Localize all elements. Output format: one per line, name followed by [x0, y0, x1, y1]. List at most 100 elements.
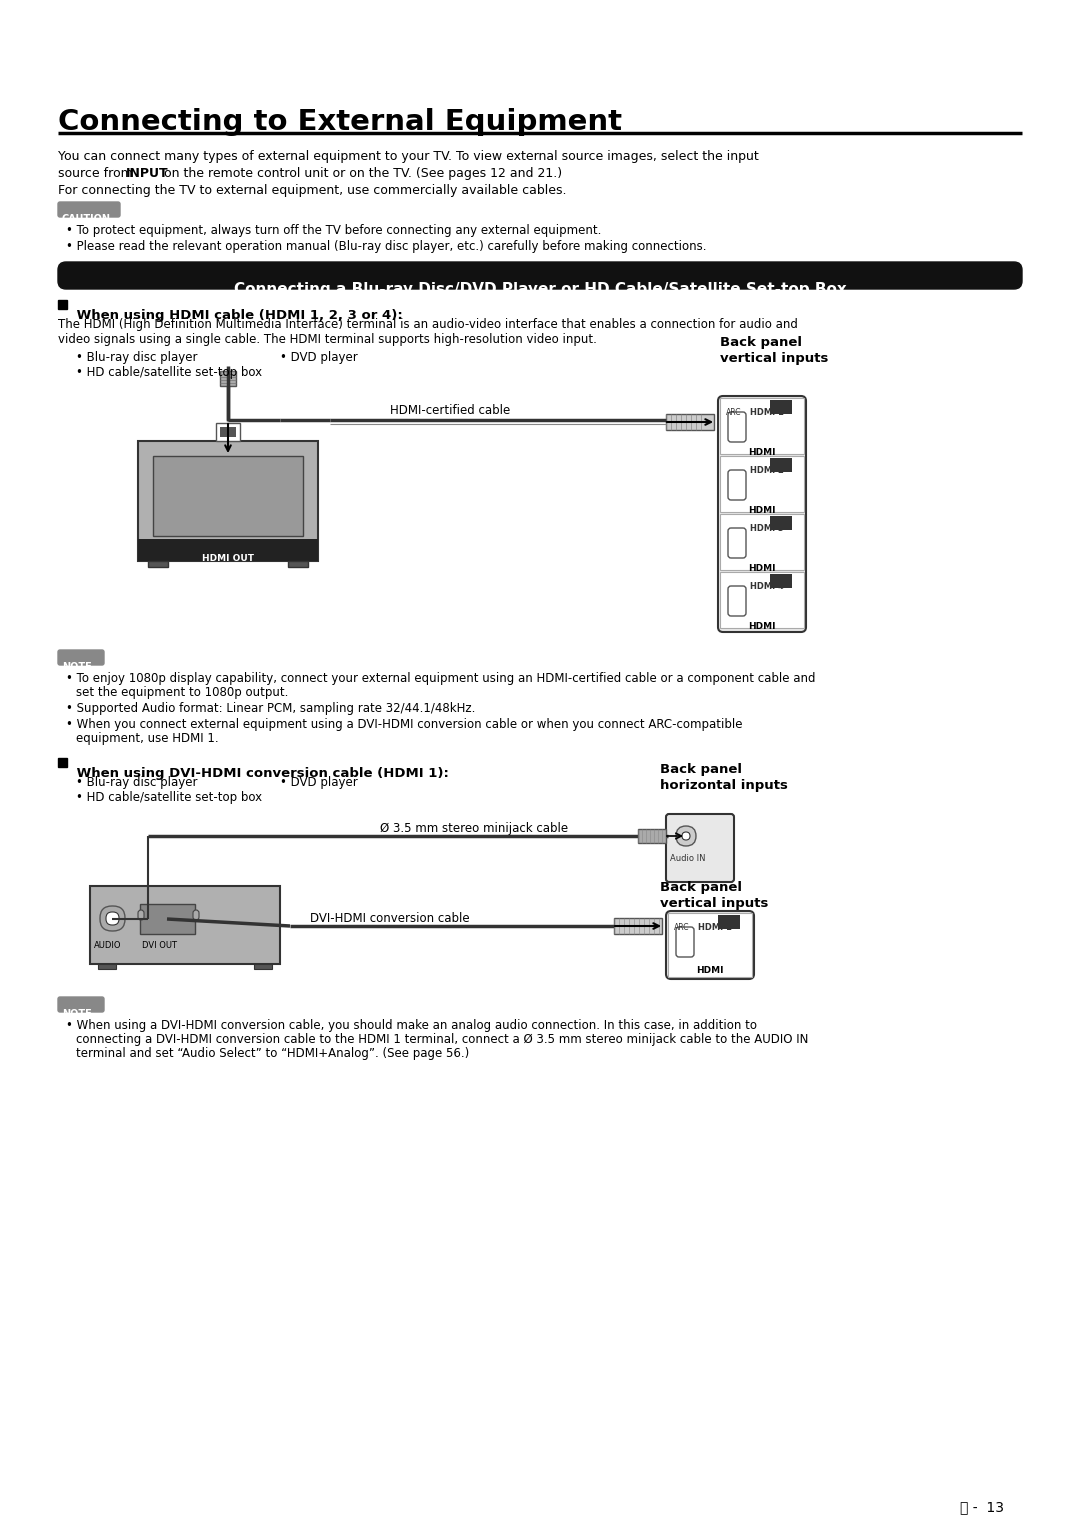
Text: • When you connect external equipment using a DVI-HDMI conversion cable or when : • When you connect external equipment us…: [66, 718, 743, 731]
Text: Back panel: Back panel: [660, 764, 742, 776]
Text: Connecting a Blu-ray Disc/DVD Player or HD Cable/Satellite Set-top Box: Connecting a Blu-ray Disc/DVD Player or …: [233, 282, 847, 296]
FancyBboxPatch shape: [100, 906, 125, 931]
Text: AUDIO: AUDIO: [94, 941, 121, 950]
Text: ARC: ARC: [674, 922, 689, 931]
Bar: [770, 458, 792, 472]
Bar: [148, 560, 168, 567]
FancyBboxPatch shape: [666, 912, 754, 979]
FancyBboxPatch shape: [676, 927, 694, 957]
Bar: [720, 457, 804, 512]
Text: set the equipment to 1080p output.: set the equipment to 1080p output.: [76, 686, 288, 699]
Text: ARC: ARC: [726, 408, 742, 417]
Text: DVI-HDMI conversion cable: DVI-HDMI conversion cable: [310, 912, 470, 925]
Text: Audio IN: Audio IN: [670, 854, 705, 863]
Text: equipment, use HDMI 1.: equipment, use HDMI 1.: [76, 731, 218, 745]
Text: ⓔ -  13: ⓔ - 13: [960, 1500, 1004, 1513]
Bar: [718, 915, 740, 928]
Text: • When using a DVI-HDMI conversion cable, you should make an analog audio connec: • When using a DVI-HDMI conversion cable…: [66, 1019, 757, 1032]
Bar: [669, 913, 752, 977]
Text: • DVD player: • DVD player: [280, 776, 357, 789]
Text: When using HDMI cable (HDMI 1, 2, 3 or 4):: When using HDMI cable (HDMI 1, 2, 3 or 4…: [72, 308, 403, 322]
Bar: [720, 573, 804, 628]
FancyBboxPatch shape: [728, 528, 746, 557]
FancyBboxPatch shape: [728, 470, 746, 499]
Bar: [98, 964, 116, 970]
Text: • To protect equipment, always turn off the TV before connecting any external eq: • To protect equipment, always turn off …: [66, 224, 602, 237]
FancyBboxPatch shape: [106, 912, 119, 925]
Text: • HD cable/satellite set-top box: • HD cable/satellite set-top box: [76, 366, 262, 379]
Text: connecting a DVI-HDMI conversion cable to the HDMI 1 terminal, connect a Ø 3.5 m: connecting a DVI-HDMI conversion cable t…: [76, 1032, 808, 1046]
Text: You can connect many types of external equipment to your TV. To view external so: You can connect many types of external e…: [58, 150, 759, 163]
Text: horizontal inputs: horizontal inputs: [660, 779, 788, 793]
Text: Back panel: Back panel: [720, 336, 802, 350]
Text: For connecting the TV to external equipment, use commercially available cables.: For connecting the TV to external equipm…: [58, 183, 567, 197]
Bar: [138, 441, 318, 560]
Text: HDMI 4: HDMI 4: [750, 582, 784, 591]
Text: • Blu-ray disc player: • Blu-ray disc player: [76, 351, 198, 363]
Text: vertical inputs: vertical inputs: [720, 353, 828, 365]
Text: DVI OUT: DVI OUT: [141, 941, 177, 950]
Text: on the remote control unit or on the TV. (See pages 12 and 21.): on the remote control unit or on the TV.…: [160, 166, 562, 180]
Bar: [638, 829, 666, 843]
Bar: [770, 574, 792, 588]
FancyBboxPatch shape: [138, 910, 144, 919]
Text: terminal and set “Audio Select” to “HDMI+Analog”. (See page 56.): terminal and set “Audio Select” to “HDMI…: [76, 1048, 469, 1060]
FancyBboxPatch shape: [58, 997, 104, 1012]
Text: video signals using a single cable. The HDMI terminal supports high-resolution v: video signals using a single cable. The …: [58, 333, 597, 347]
Text: HDMI 1: HDMI 1: [750, 408, 784, 417]
FancyBboxPatch shape: [58, 202, 120, 217]
Text: The HDMI (High Definition Multimedia Interface) terminal is an audio-video inter: The HDMI (High Definition Multimedia Int…: [58, 318, 798, 331]
Bar: [58, 757, 67, 767]
Text: CAUTION: CAUTION: [62, 214, 111, 224]
Bar: [770, 516, 792, 530]
Bar: [58, 299, 67, 308]
FancyBboxPatch shape: [193, 910, 199, 919]
Bar: [153, 457, 303, 536]
Text: HDMI: HDMI: [697, 967, 724, 976]
Text: NOTE: NOTE: [62, 1009, 92, 1019]
Text: INPUT: INPUT: [126, 166, 168, 180]
FancyBboxPatch shape: [728, 586, 746, 615]
Text: vertical inputs: vertical inputs: [660, 896, 768, 910]
Text: HDMI 2: HDMI 2: [750, 466, 784, 475]
Text: Ø 3.5 mm stereo minijack cable: Ø 3.5 mm stereo minijack cable: [380, 822, 568, 835]
FancyBboxPatch shape: [676, 826, 696, 846]
Text: HDMI 3: HDMI 3: [750, 524, 784, 533]
FancyBboxPatch shape: [58, 263, 1022, 289]
Text: • HD cable/satellite set-top box: • HD cable/satellite set-top box: [76, 791, 262, 805]
FancyBboxPatch shape: [718, 395, 806, 632]
Text: HDMI: HDMI: [748, 563, 775, 573]
Text: • DVD player: • DVD player: [280, 351, 357, 363]
Bar: [615, 918, 662, 935]
Bar: [220, 428, 237, 437]
Bar: [666, 414, 714, 431]
Bar: [216, 423, 240, 441]
Text: Connecting to External Equipment: Connecting to External Equipment: [58, 108, 622, 136]
Bar: [720, 399, 804, 454]
Text: NOTE: NOTE: [62, 663, 92, 672]
Text: HDMI: HDMI: [748, 505, 775, 515]
Text: When using DVI-HDMI conversion cable (HDMI 1):: When using DVI-HDMI conversion cable (HD…: [72, 767, 449, 780]
Text: • Supported Audio format: Linear PCM, sampling rate 32/44.1/48kHz.: • Supported Audio format: Linear PCM, sa…: [66, 702, 475, 715]
Text: HDMI: HDMI: [748, 447, 775, 457]
FancyBboxPatch shape: [728, 412, 746, 441]
Bar: [90, 886, 280, 964]
Text: Back panel: Back panel: [660, 881, 742, 893]
Bar: [288, 560, 308, 567]
Bar: [220, 371, 237, 386]
Bar: [770, 400, 792, 414]
Bar: [140, 904, 195, 935]
Bar: [254, 964, 272, 970]
Text: HDMI-certified cable: HDMI-certified cable: [390, 405, 510, 417]
Text: HDMI 1: HDMI 1: [698, 922, 732, 931]
Bar: [720, 515, 804, 570]
Text: • To enjoy 1080p display capability, connect your external equipment using an HD: • To enjoy 1080p display capability, con…: [66, 672, 815, 686]
Bar: [138, 539, 318, 560]
Text: HDMI OUT: HDMI OUT: [202, 554, 254, 563]
FancyBboxPatch shape: [666, 814, 734, 883]
Text: • Blu-ray disc player: • Blu-ray disc player: [76, 776, 198, 789]
Text: • Please read the relevant operation manual (Blu-ray disc player, etc.) carefull: • Please read the relevant operation man…: [66, 240, 706, 253]
FancyBboxPatch shape: [681, 832, 690, 840]
Text: HDMI: HDMI: [748, 621, 775, 631]
Text: source from: source from: [58, 166, 137, 180]
